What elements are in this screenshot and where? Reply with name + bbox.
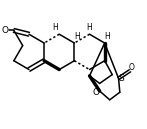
Text: H: H: [53, 23, 58, 32]
Text: O: O: [128, 63, 134, 71]
Text: S: S: [118, 74, 124, 83]
Text: H: H: [74, 32, 80, 41]
Text: H: H: [104, 32, 110, 41]
Text: H: H: [87, 23, 92, 32]
Text: O: O: [1, 26, 9, 35]
Text: O: O: [92, 88, 99, 97]
